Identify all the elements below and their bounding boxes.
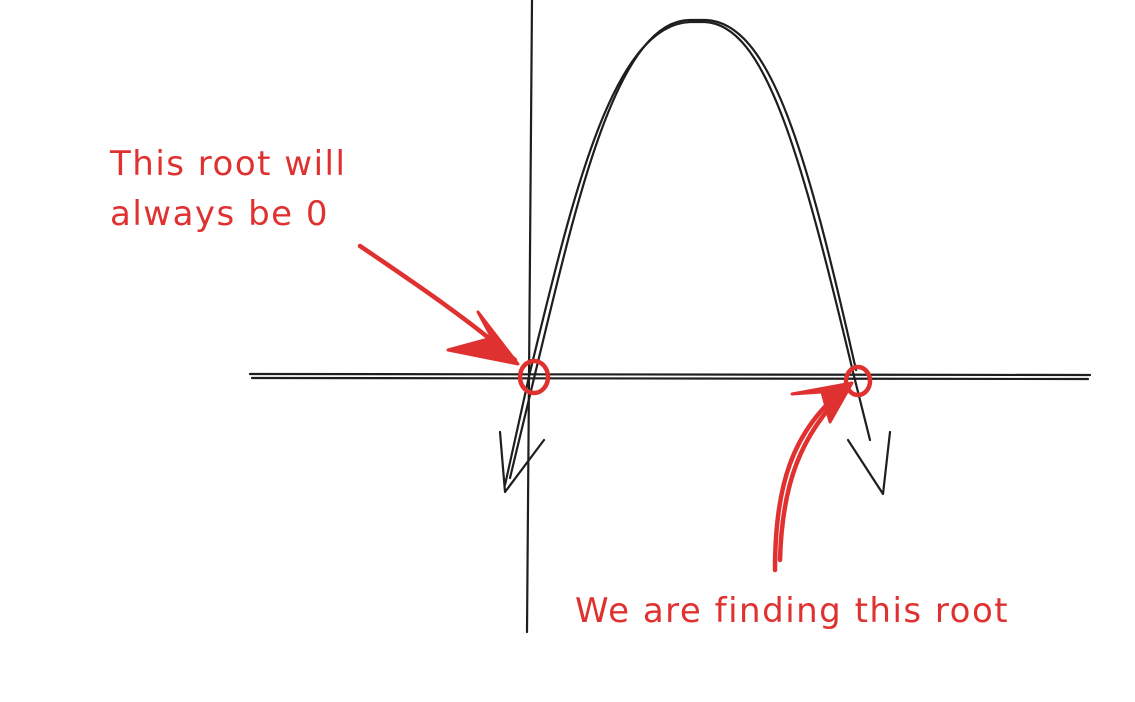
annotation-root-zero-line2: always be 0 <box>110 194 329 234</box>
annotation-finding-root: We are finding this root <box>575 591 1009 631</box>
y-axis <box>525 0 534 634</box>
annotation-root-zero-line1: This root will <box>109 144 346 184</box>
arrow-to-target-root-icon <box>772 381 854 573</box>
parabola-curve <box>503 18 872 487</box>
x-axis <box>248 372 1092 381</box>
right-arrowhead-icon <box>846 430 892 496</box>
arrow-to-zero-root-icon <box>357 243 520 366</box>
root-zero-marker <box>517 358 551 396</box>
root-target-marker <box>843 364 873 398</box>
left-arrowhead-icon <box>498 430 546 494</box>
